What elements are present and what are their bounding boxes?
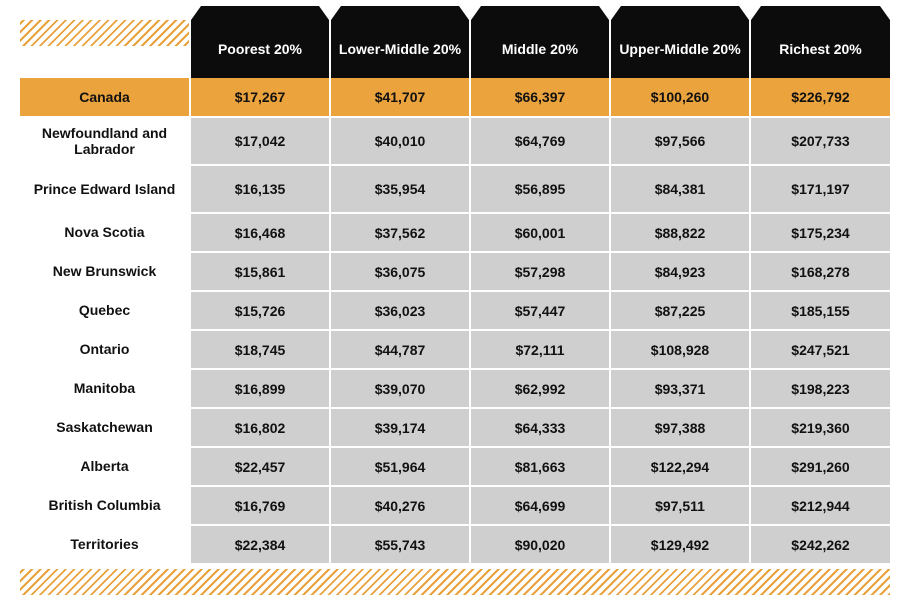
income-quintile-table: Poorest 20% Lower-Middle 20% Middle 20% … [20, 20, 890, 595]
table-row: Newfoundland and Labrador$17,042$40,010$… [20, 117, 890, 165]
data-table: Poorest 20% Lower-Middle 20% Middle 20% … [20, 20, 890, 565]
col-header-poorest: Poorest 20% [190, 20, 330, 78]
data-cell: $40,010 [330, 117, 470, 165]
data-cell: $87,225 [610, 291, 750, 330]
data-cell: $100,260 [610, 78, 750, 117]
data-cell: $17,042 [190, 117, 330, 165]
data-cell: $97,511 [610, 486, 750, 525]
data-cell: $15,861 [190, 252, 330, 291]
data-cell: $129,492 [610, 525, 750, 564]
header-spacer [20, 20, 190, 78]
data-cell: $16,468 [190, 213, 330, 252]
row-label: Saskatchewan [20, 408, 190, 447]
data-cell: $16,769 [190, 486, 330, 525]
col-header-upper-middle: Upper-Middle 20% [610, 20, 750, 78]
data-cell: $60,001 [470, 213, 610, 252]
data-cell: $41,707 [330, 78, 470, 117]
data-cell: $226,792 [750, 78, 890, 117]
row-label: Alberta [20, 447, 190, 486]
data-cell: $84,923 [610, 252, 750, 291]
data-cell: $18,745 [190, 330, 330, 369]
row-label: Canada [20, 78, 190, 117]
data-cell: $55,743 [330, 525, 470, 564]
data-cell: $185,155 [750, 291, 890, 330]
table-row: New Brunswick$15,861$36,075$57,298$84,92… [20, 252, 890, 291]
data-cell: $37,562 [330, 213, 470, 252]
data-cell: $81,663 [470, 447, 610, 486]
table-row: Nova Scotia$16,468$37,562$60,001$88,822$… [20, 213, 890, 252]
data-cell: $175,234 [750, 213, 890, 252]
table-body: Canada$17,267$41,707$66,397$100,260$226,… [20, 78, 890, 564]
table-row: Manitoba$16,899$39,070$62,992$93,371$198… [20, 369, 890, 408]
data-cell: $72,111 [470, 330, 610, 369]
table-row: British Columbia$16,769$40,276$64,699$97… [20, 486, 890, 525]
table-row: Quebec$15,726$36,023$57,447$87,225$185,1… [20, 291, 890, 330]
table-row: Alberta$22,457$51,964$81,663$122,294$291… [20, 447, 890, 486]
data-cell: $64,769 [470, 117, 610, 165]
row-label: Manitoba [20, 369, 190, 408]
data-cell: $57,298 [470, 252, 610, 291]
data-cell: $39,070 [330, 369, 470, 408]
data-cell: $198,223 [750, 369, 890, 408]
row-label: Territories [20, 525, 190, 564]
table-row: Saskatchewan$16,802$39,174$64,333$97,388… [20, 408, 890, 447]
data-cell: $22,457 [190, 447, 330, 486]
data-cell: $36,075 [330, 252, 470, 291]
data-cell: $212,944 [750, 486, 890, 525]
data-cell: $64,333 [470, 408, 610, 447]
data-cell: $168,278 [750, 252, 890, 291]
data-cell: $171,197 [750, 165, 890, 213]
data-cell: $39,174 [330, 408, 470, 447]
row-label: New Brunswick [20, 252, 190, 291]
row-label: Quebec [20, 291, 190, 330]
data-cell: $84,381 [610, 165, 750, 213]
row-label: British Columbia [20, 486, 190, 525]
data-cell: $51,964 [330, 447, 470, 486]
data-cell: $122,294 [610, 447, 750, 486]
data-cell: $16,135 [190, 165, 330, 213]
data-cell: $22,384 [190, 525, 330, 564]
data-cell: $44,787 [330, 330, 470, 369]
col-header-richest: Richest 20% [750, 20, 890, 78]
data-cell: $291,260 [750, 447, 890, 486]
data-cell: $15,726 [190, 291, 330, 330]
data-cell: $242,262 [750, 525, 890, 564]
data-cell: $247,521 [750, 330, 890, 369]
data-cell: $66,397 [470, 78, 610, 117]
data-cell: $97,566 [610, 117, 750, 165]
data-cell: $108,928 [610, 330, 750, 369]
col-header-lower-middle: Lower-Middle 20% [330, 20, 470, 78]
data-cell: $56,895 [470, 165, 610, 213]
data-cell: $16,899 [190, 369, 330, 408]
data-cell: $40,276 [330, 486, 470, 525]
row-label: Ontario [20, 330, 190, 369]
data-cell: $219,360 [750, 408, 890, 447]
data-cell: $97,388 [610, 408, 750, 447]
row-label: Prince Edward Island [20, 165, 190, 213]
data-cell: $36,023 [330, 291, 470, 330]
data-cell: $207,733 [750, 117, 890, 165]
data-cell: $16,802 [190, 408, 330, 447]
data-cell: $17,267 [190, 78, 330, 117]
data-cell: $93,371 [610, 369, 750, 408]
row-label: Newfoundland and Labrador [20, 117, 190, 165]
table-row: Ontario$18,745$44,787$72,111$108,928$247… [20, 330, 890, 369]
table-row: Canada$17,267$41,707$66,397$100,260$226,… [20, 78, 890, 117]
data-cell: $57,447 [470, 291, 610, 330]
data-cell: $90,020 [470, 525, 610, 564]
hatch-bottom [20, 569, 890, 595]
col-header-middle: Middle 20% [470, 20, 610, 78]
data-cell: $35,954 [330, 165, 470, 213]
header-row: Poorest 20% Lower-Middle 20% Middle 20% … [20, 20, 890, 78]
table-row: Prince Edward Island$16,135$35,954$56,89… [20, 165, 890, 213]
data-cell: $64,699 [470, 486, 610, 525]
row-label: Nova Scotia [20, 213, 190, 252]
table-row: Territories$22,384$55,743$90,020$129,492… [20, 525, 890, 564]
data-cell: $88,822 [610, 213, 750, 252]
data-cell: $62,992 [470, 369, 610, 408]
